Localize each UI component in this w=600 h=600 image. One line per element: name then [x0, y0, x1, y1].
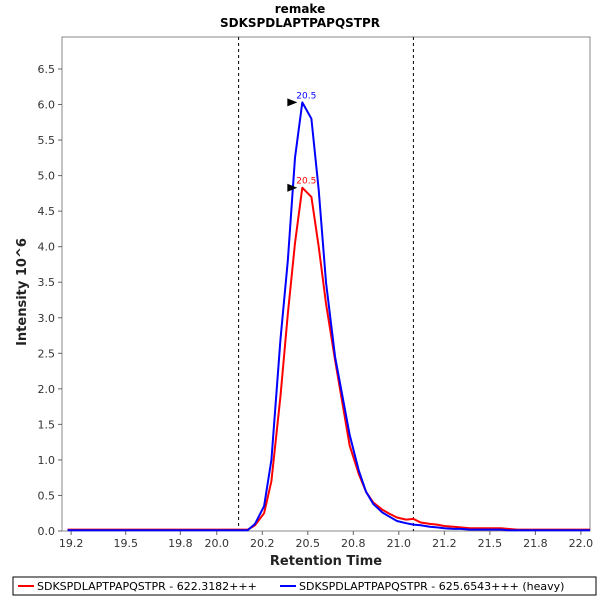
y-tick-label: 6.5 [38, 63, 56, 76]
x-axis-ticks: 19.2 19.5 19.8 20.0 20.2 20.5 20.8 21.0 21.2 21.5… [59, 531, 593, 550]
x-tick-label: 20.8 [341, 537, 366, 550]
legend-label-heavy: SDKSPDLAPTPAPQSTPR - 625.6543+++ (heavy) [299, 580, 564, 593]
series-line-1 [67, 101, 590, 532]
x-tick-label: 19.8 [168, 537, 193, 550]
x-tick-label: 20.2 [250, 537, 275, 550]
legend-box [12, 576, 597, 596]
chart-title: remake [275, 2, 325, 16]
y-tick-label: 1.0 [38, 454, 56, 467]
peak-label: 20.5 [296, 177, 316, 187]
y-axis-ticks: 0.0 0.5 1.0 1.5 2.0 2.5 3.0 3.5 4.0 4.5 5.0 5.5 6.0 6… [38, 63, 62, 538]
legend-label-light: SDKSPDLAPTPAPQSTPR - 622.3182+++ [37, 580, 257, 593]
y-tick-label: 4.5 [38, 205, 56, 218]
x-axis-label: Retention Time [270, 554, 382, 569]
peak-markers: 20.5 20.5 [287, 91, 316, 192]
y-tick-label: 2.5 [38, 347, 56, 360]
peak-label: 20.5 [296, 91, 316, 101]
legend: SDKSPDLAPTPAPQSTPR - 622.3182+++ SDKSPDL… [12, 576, 597, 596]
x-tick-label: 20.0 [205, 537, 230, 550]
y-tick-label: 0.5 [38, 489, 56, 502]
peak-arrow [287, 183, 298, 192]
y-tick-label: 0.0 [38, 525, 56, 538]
y-axis-label: Intensity 10^6 [15, 238, 30, 346]
x-tick-label: 19.5 [113, 537, 138, 550]
y-tick-label: 6.0 [38, 99, 56, 112]
y-tick-label: 2.0 [38, 383, 56, 396]
x-tick-label: 21.2 [432, 537, 457, 550]
peak-boundaries [238, 37, 414, 531]
chart-subtitle: SDKSPDLAPTPAPQSTPR [220, 16, 380, 30]
y-tick-label: 1.5 [38, 418, 56, 431]
peak-arrow [287, 98, 298, 107]
x-tick-label: 21.8 [523, 537, 548, 550]
series-lines [67, 101, 590, 532]
x-tick-label: 22.0 [569, 537, 594, 550]
x-tick-label: 21.5 [478, 537, 503, 550]
x-tick-label: 21.0 [387, 537, 412, 550]
x-tick-label: 20.5 [296, 537, 321, 550]
y-tick-label: 5.5 [38, 134, 56, 147]
y-tick-label: 5.0 [38, 170, 56, 183]
y-tick-label: 3.0 [38, 312, 56, 325]
x-tick-label: 19.2 [59, 537, 84, 550]
y-tick-label: 3.5 [38, 276, 56, 289]
y-tick-label: 4.0 [38, 241, 56, 254]
